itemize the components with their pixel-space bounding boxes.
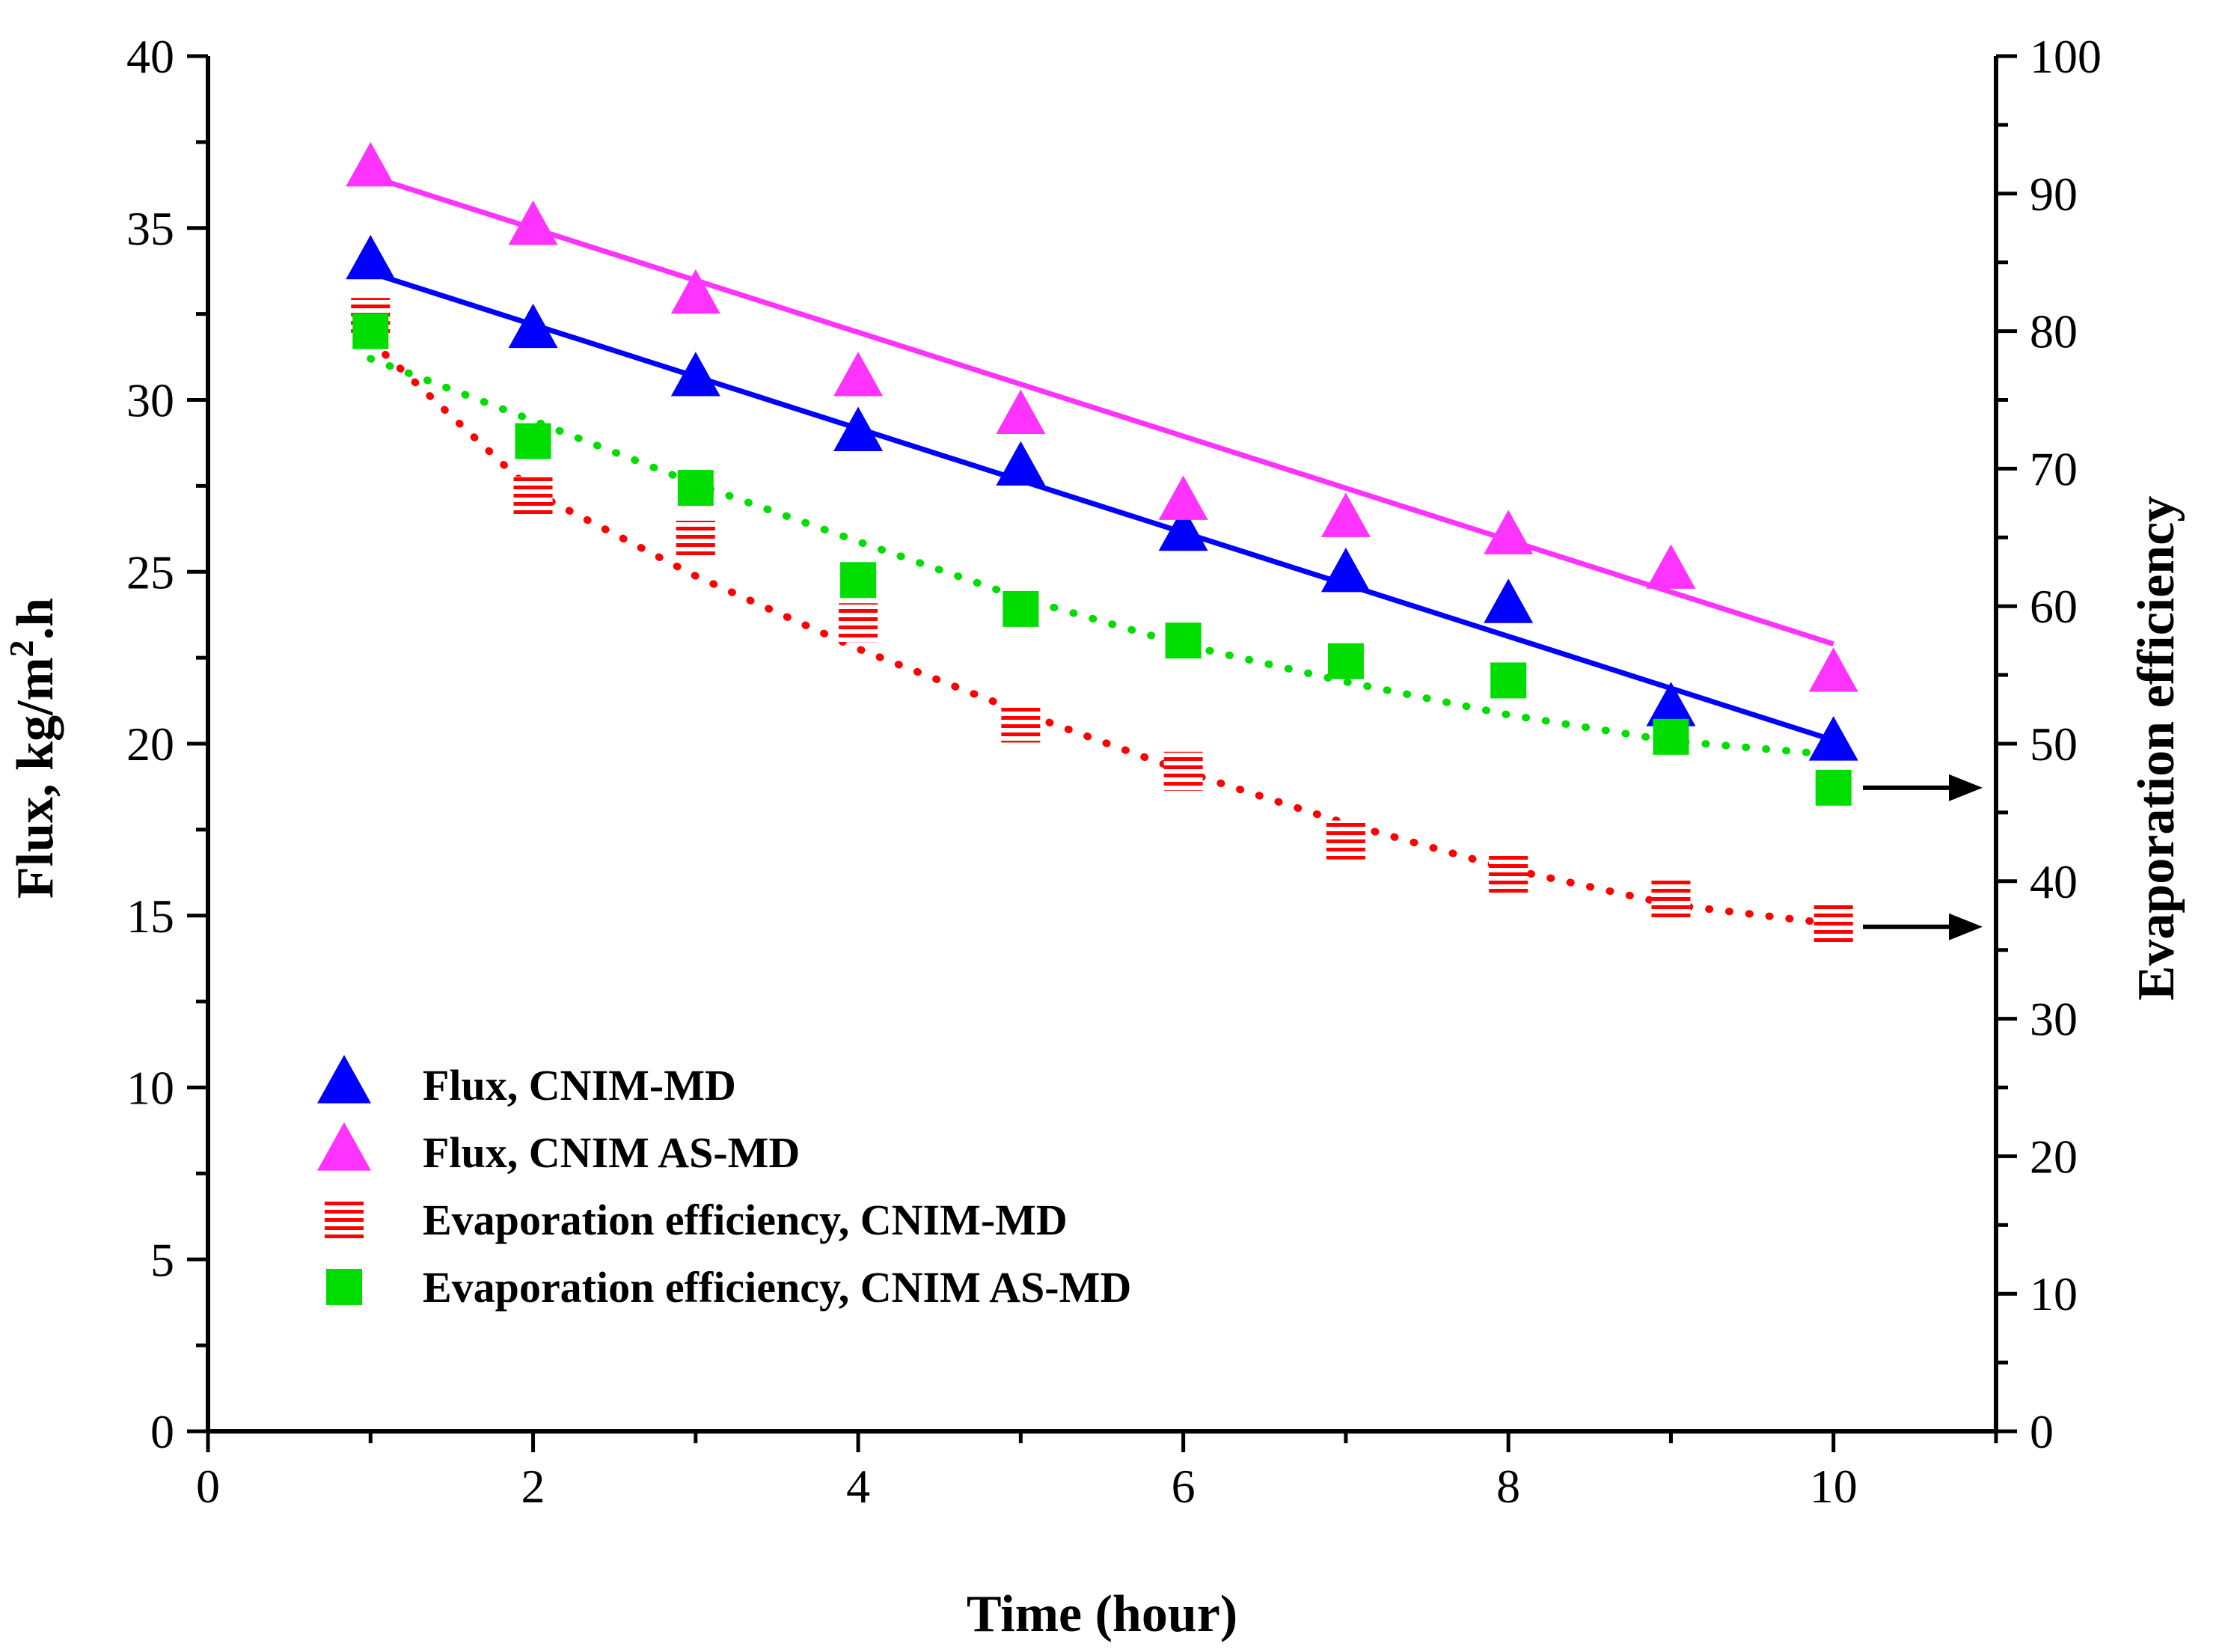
y-axis-left-title-suffix: .h [7,598,64,640]
data-point-flux-cnim-as-md [1646,544,1696,589]
x-tick-label: 10 [1810,1460,1858,1513]
data-point-evaporation-efficiency-cnim-as-md [1003,590,1039,627]
y-right-tick-label: 80 [2030,305,2078,358]
legend-marker-flux-cnim-md [317,1054,371,1104]
x-axis-title: Time (hour) [967,1585,1237,1643]
data-point-evaporation-efficiency-cnim-md [1001,703,1041,743]
data-point-flux-cnim-md [1646,682,1696,726]
data-point-flux-cnim-md [508,303,558,349]
data-point-evaporation-efficiency-cnim-as-md [840,562,877,599]
y-axis-left-title: Flux, kg/m2.h [2,598,64,899]
legend-marker-evaporation-efficiency-cnim-as-md [326,1269,362,1305]
y-left-tick-label: 35 [126,202,174,255]
x-tick-label: 8 [1496,1460,1520,1513]
data-point-evaporation-efficiency-cnim-md [839,603,878,643]
y-right-tick-label: 70 [2030,442,2078,495]
fit-line-evaporation-efficiency-cnim-as-md [367,355,1837,759]
y-left-tick-label: 15 [126,890,174,943]
y-right-tick-label: 0 [2030,1405,2054,1458]
data-point-flux-cnim-md [1158,506,1208,551]
y-right-tick-label: 20 [2030,1130,2078,1183]
y-left-tick-label: 25 [126,545,174,599]
data-point-evaporation-efficiency-cnim-as-md [1815,769,1852,806]
data-point-evaporation-efficiency-cnim-as-md [1653,718,1689,755]
data-point-flux-cnim-as-md [508,200,558,245]
legend: Flux, CNIM-MD Flux, CNIM AS-MD Evaporation… [317,1054,1131,1312]
y-right-tick-label: 60 [2030,580,2078,633]
fit-line-flux-cnim-as-md [370,174,1834,647]
data-point-evaporation-efficiency-cnim-md [1651,879,1691,919]
data-point-flux-cnim-md [996,441,1046,486]
data-point-evaporation-efficiency-cnim-as-md [1165,622,1202,659]
data-point-flux-cnim-as-md [1808,647,1858,692]
fit-lines [367,174,1837,928]
y-left-tick-label: 30 [126,374,174,427]
data-point-flux-cnim-as-md [1320,492,1371,537]
legend-label: Evaporation efficiency, CNIM AS-MD [423,1263,1131,1312]
data-point-flux-cnim-as-md [1484,510,1534,554]
data-point-evaporation-efficiency-cnim-as-md [677,470,714,507]
data-point-flux-cnim-md [670,352,720,397]
data-point-flux-cnim-md [833,406,884,452]
data-point-evaporation-efficiency-cnim-md [676,520,715,560]
data-point-flux-cnim-md [1484,578,1534,623]
legend-label: Evaporation efficiency, CNIM-MD [423,1196,1068,1244]
annotation-arrowhead [1949,913,1983,940]
data-point-flux-cnim-md [1808,716,1858,761]
y-left-tick-label: 10 [126,1062,174,1115]
data-point-evaporation-efficiency-cnim-as-md [1490,662,1527,699]
data-markers [346,141,1858,943]
data-point-flux-cnim-as-md [346,141,396,187]
axes [187,54,2017,1452]
annotations [1863,774,1983,940]
data-point-flux-cnim-as-md [996,389,1046,435]
data-point-flux-cnim-md [346,234,396,280]
data-point-evaporation-efficiency-cnim-as-md [1327,643,1364,679]
legend-marker-evaporation-efficiency-cnim-md [325,1200,364,1239]
data-point-evaporation-efficiency-cnim-md [1489,854,1528,894]
data-point-flux-cnim-as-md [833,352,884,397]
data-point-evaporation-efficiency-cnim-as-md [352,313,389,349]
data-point-evaporation-efficiency-cnim-md [1326,820,1365,860]
y-axis-left-title-superscript: 2 [2,640,40,657]
y-axis-left-title-unit: Flux, kg/m [7,657,64,899]
data-point-flux-cnim-as-md [1158,475,1208,520]
data-point-flux-cnim-as-md [670,269,720,314]
y-left-tick-label: 5 [150,1233,174,1286]
y-left-tick-label: 0 [150,1405,174,1458]
y-right-tick-label: 10 [2030,1267,2078,1321]
fit-line-flux-cnim-md [370,270,1834,743]
y-left-tick-label: 20 [126,718,174,771]
x-tick-label: 0 [196,1460,220,1513]
x-tick-label: 4 [846,1460,870,1513]
y-right-tick-label: 90 [2030,168,2078,221]
y-left-tick-label: 40 [126,30,174,83]
axis-labels: 0 2 4 6 8 10051015202530354001020304050607080… [2,30,2185,1643]
data-point-evaporation-efficiency-cnim-md [1163,751,1203,791]
y-axis-right-title: Evaporation efficiency [2128,496,2185,1001]
data-point-evaporation-efficiency-cnim-md [1813,904,1853,943]
y-right-tick-label: 30 [2030,993,2078,1046]
y-right-tick-label: 50 [2030,718,2078,771]
x-tick-label: 6 [1172,1460,1196,1513]
legend-marker-flux-cnim-as-md [317,1122,371,1171]
legend-label: Flux, CNIM AS-MD [423,1128,800,1177]
y-right-tick-label: 100 [2030,30,2102,83]
annotation-arrowhead [1949,774,1983,801]
fit-line-evaporation-efficiency-cnim-md [367,337,1837,928]
data-point-evaporation-efficiency-cnim-as-md [515,423,551,459]
x-tick-label: 2 [521,1460,545,1513]
y-right-tick-label: 40 [2030,855,2078,908]
data-point-flux-cnim-md [1320,548,1371,593]
legend-label: Flux, CNIM-MD [423,1061,736,1110]
data-point-evaporation-efficiency-cnim-md [513,477,553,516]
